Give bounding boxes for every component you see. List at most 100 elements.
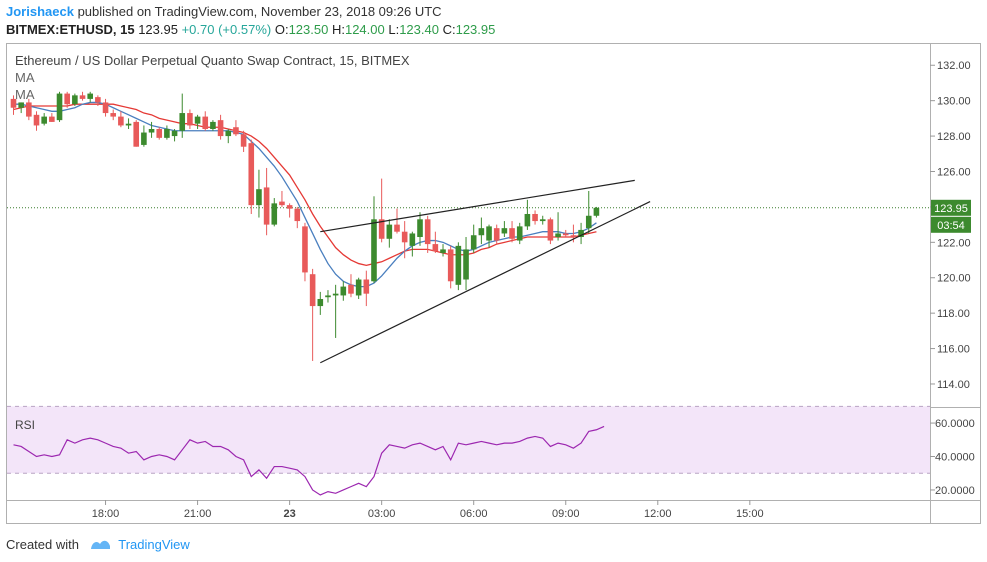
author-link[interactable]: Jorishaeck (6, 4, 74, 19)
candle-body (332, 293, 339, 296)
candle (271, 198, 278, 227)
high-value: 124.00 (344, 22, 385, 37)
candle-body (570, 235, 577, 238)
chart-title: Ethereum / US Dollar Perpetual Quanto Sw… (15, 53, 410, 68)
candle (286, 203, 293, 218)
candle (509, 221, 515, 243)
close-value: 123.95 (455, 22, 496, 37)
candle-body (355, 279, 362, 296)
candle-body (256, 189, 262, 206)
candle-body (279, 201, 285, 206)
candle-body (217, 120, 224, 137)
rsi-legend: RSI (15, 418, 36, 432)
candle-body (95, 97, 101, 103)
candle-body (187, 113, 193, 126)
candle (378, 178, 385, 243)
candle (125, 118, 132, 129)
high-label: H: (331, 22, 345, 37)
candle-body (194, 116, 201, 124)
candle-body (325, 295, 331, 298)
candle (18, 102, 24, 114)
rsi-tick-label: 40.0000 (935, 452, 975, 464)
candle (532, 210, 538, 225)
candle-body (263, 187, 270, 225)
candle (187, 109, 193, 129)
candle-body (409, 233, 416, 246)
candle (133, 120, 140, 147)
candle (217, 114, 224, 140)
candle (256, 169, 262, 218)
candle-body (394, 224, 400, 232)
candle-body (509, 228, 515, 239)
published-text: published on TradingView.com, November 2… (77, 4, 442, 19)
price-tick-label: 126.00 (937, 166, 971, 178)
candle-body (593, 207, 600, 216)
candle-body (64, 93, 70, 105)
candle (325, 290, 331, 303)
trendlines (320, 179, 651, 364)
candle-body (432, 244, 439, 252)
candle-body (555, 233, 561, 238)
candle (547, 217, 554, 245)
candle (171, 128, 178, 142)
candle-body (524, 213, 531, 227)
price-tick-label: 132.00 (937, 60, 971, 72)
candle-body (371, 219, 377, 282)
ma-fast-legend: MA (15, 70, 35, 85)
time-axis: 18:00 21:00 23 03:00 06:00 09:00 12:00 15:00 (92, 500, 764, 520)
candle (501, 221, 508, 238)
countdown-badge-text: 03:54 (937, 220, 965, 232)
candle (156, 127, 163, 140)
candle (478, 217, 485, 245)
candle-body (171, 130, 178, 137)
candle (26, 98, 32, 121)
low-value: 123.40 (399, 22, 439, 37)
candle-body (210, 121, 216, 129)
time-tick-label: 15:00 (736, 508, 764, 520)
candle (432, 231, 439, 253)
candle-body (286, 205, 293, 209)
candle (164, 125, 170, 140)
chart-frame (6, 43, 981, 524)
candle (317, 291, 324, 315)
publish-line: Jorishaeck published on TradingView.com,… (6, 4, 442, 19)
candle (355, 277, 362, 299)
candle (10, 95, 17, 115)
rsi-axis: 60.0000 40.0000 20.0000 (930, 418, 975, 497)
tradingview-link[interactable]: TradingView (118, 537, 190, 552)
candle-body (501, 228, 508, 234)
price-tick-label: 122.00 (937, 237, 971, 249)
candle (394, 208, 400, 234)
price-tick-label: 130.00 (937, 96, 971, 108)
candle-body (309, 274, 316, 307)
candle (409, 231, 416, 257)
candle-body (463, 249, 469, 280)
candle-body (240, 134, 247, 147)
candle (440, 244, 446, 257)
candle (64, 91, 70, 108)
candle-body (271, 203, 278, 225)
candle (348, 274, 354, 298)
candle-body (79, 95, 86, 99)
rsi-band (7, 406, 930, 474)
candle-body (363, 279, 370, 294)
price-tick-label: 118.00 (937, 308, 970, 320)
candle (240, 130, 247, 153)
time-tick-label: 12:00 (644, 508, 672, 520)
time-tick-label: 06:00 (460, 508, 488, 520)
symbol-label: BITMEX:ETHUSD, 15 (6, 22, 135, 37)
ohlc-line: BITMEX:ETHUSD, 15 123.95 +0.70 (+0.57%) … (6, 22, 495, 37)
candle-body (294, 208, 301, 222)
candle (371, 196, 377, 284)
candle-body (133, 121, 140, 147)
candle-body (202, 116, 209, 129)
time-tick-label: 23 (283, 508, 295, 520)
close-label: C: (442, 22, 456, 37)
candle-body (72, 95, 78, 105)
candle (486, 224, 492, 248)
candle (302, 222, 308, 282)
candle (41, 113, 47, 126)
candles (10, 91, 600, 361)
candle-body (348, 284, 354, 294)
